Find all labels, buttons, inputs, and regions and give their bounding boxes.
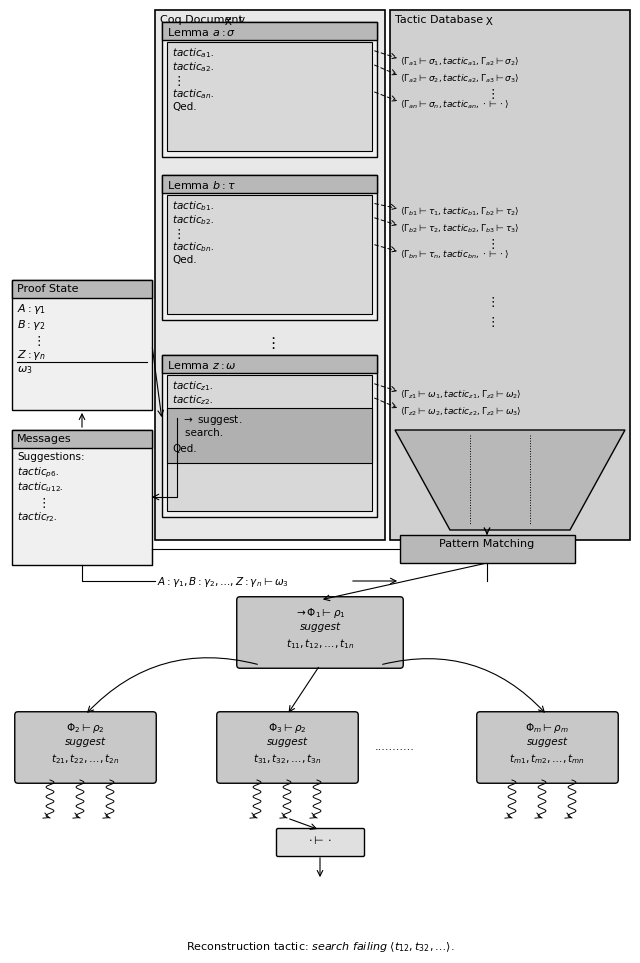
Text: Proof State: Proof State — [17, 284, 79, 294]
Text: $\cdot\vdash\cdot$: $\cdot\vdash\cdot$ — [308, 834, 332, 846]
Text: Tactic Database: Tactic Database — [395, 15, 486, 25]
Text: $B:\gamma_2$: $B:\gamma_2$ — [17, 318, 45, 332]
FancyBboxPatch shape — [237, 597, 403, 668]
Text: $\rightarrow$ suggest.: $\rightarrow$ suggest. — [181, 413, 243, 427]
Text: Messages: Messages — [17, 434, 72, 444]
Text: $\vdots$: $\vdots$ — [37, 496, 46, 510]
Text: $t_{31},t_{32},\ldots,t_{3n}$: $t_{31},t_{32},\ldots,t_{3n}$ — [253, 752, 321, 766]
Text: $Z:\gamma_n$: $Z:\gamma_n$ — [17, 348, 46, 362]
FancyBboxPatch shape — [155, 10, 385, 540]
FancyBboxPatch shape — [12, 430, 152, 565]
FancyBboxPatch shape — [276, 828, 365, 856]
Text: $tactic_{an}$.: $tactic_{an}$. — [172, 87, 214, 101]
Text: $\omega_3$: $\omega_3$ — [17, 364, 33, 376]
Text: .v: .v — [236, 15, 246, 25]
FancyBboxPatch shape — [167, 195, 372, 314]
Text: $A:\gamma_1, B:\gamma_2, \ldots, Z:\gamma_n \vdash \omega_3$: $A:\gamma_1, B:\gamma_2, \ldots, Z:\gamm… — [157, 575, 289, 589]
Text: $tactic_{f2}$.: $tactic_{f2}$. — [17, 510, 57, 524]
Text: suggest: suggest — [300, 622, 340, 632]
Text: $t_{m1},t_{m2},\ldots,t_{mn}$: $t_{m1},t_{m2},\ldots,t_{mn}$ — [509, 752, 585, 766]
FancyBboxPatch shape — [12, 430, 152, 448]
Text: Qed.: Qed. — [172, 444, 196, 454]
Text: $\mathtt{X}$: $\mathtt{X}$ — [224, 15, 232, 27]
FancyBboxPatch shape — [390, 10, 630, 540]
Text: $tactic_{a1}$.: $tactic_{a1}$. — [172, 46, 214, 60]
FancyBboxPatch shape — [167, 408, 372, 463]
FancyBboxPatch shape — [162, 22, 377, 40]
Text: $\vdots$: $\vdots$ — [486, 87, 495, 101]
Text: suggest: suggest — [527, 737, 568, 747]
Text: $t_{21},t_{22},\ldots,t_{2n}$: $t_{21},t_{22},\ldots,t_{2n}$ — [51, 752, 119, 766]
FancyBboxPatch shape — [12, 280, 152, 298]
FancyBboxPatch shape — [167, 375, 372, 511]
Text: Pattern Matching: Pattern Matching — [440, 539, 534, 549]
Text: Qed.: Qed. — [172, 255, 196, 265]
Text: Reconstruction tactic: $\it{search\ failing}$ $\langle t_{12},t_{32},\ldots\rang: Reconstruction tactic: $\it{search\ fail… — [186, 940, 454, 954]
Text: Suggestions:: Suggestions: — [17, 452, 84, 462]
Text: $\langle \Gamma_{b1} \vdash \tau_1, tactic_{b1}, \Gamma_{b2} \vdash \tau_2 \rang: $\langle \Gamma_{b1} \vdash \tau_1, tact… — [400, 205, 520, 217]
FancyBboxPatch shape — [217, 712, 358, 783]
Text: $\mathtt{X}$: $\mathtt{X}$ — [485, 15, 493, 27]
Text: $\vdots$: $\vdots$ — [486, 315, 495, 329]
Text: ...........: ........... — [375, 742, 415, 752]
Text: Qed.: Qed. — [172, 102, 196, 112]
Polygon shape — [395, 430, 625, 530]
Text: $tactic_{u12}$.: $tactic_{u12}$. — [17, 480, 64, 494]
FancyBboxPatch shape — [477, 712, 618, 783]
Text: $\Phi_m\vdash\rho_m$: $\Phi_m\vdash\rho_m$ — [525, 721, 569, 735]
Text: $tactic_{z1}$.: $tactic_{z1}$. — [172, 379, 213, 393]
Text: Lemma $a:\sigma$: Lemma $a:\sigma$ — [167, 26, 236, 38]
Text: $\vdots$: $\vdots$ — [32, 334, 41, 348]
Text: suggest: suggest — [65, 737, 106, 747]
FancyBboxPatch shape — [162, 175, 377, 193]
Text: $\langle \Gamma_{b2} \vdash \tau_2, tactic_{b2}, \Gamma_{b3} \vdash \tau_3 \rang: $\langle \Gamma_{b2} \vdash \tau_2, tact… — [400, 222, 520, 234]
Text: $t_{11},t_{12},\ldots,t_{1n}$: $t_{11},t_{12},\ldots,t_{1n}$ — [286, 637, 354, 651]
FancyBboxPatch shape — [12, 280, 152, 410]
Text: $\vdots$: $\vdots$ — [265, 335, 275, 351]
Text: $\langle \Gamma_{an} \vdash \sigma_n, tactic_{an}, \cdot \vdash \cdot \rangle$: $\langle \Gamma_{an} \vdash \sigma_n, ta… — [400, 98, 509, 110]
Text: $tactic_{z2}$.: $tactic_{z2}$. — [172, 393, 213, 406]
Text: $\vdots$: $\vdots$ — [486, 295, 495, 309]
Text: $\Phi_2\vdash\rho_2$: $\Phi_2\vdash\rho_2$ — [66, 721, 104, 735]
FancyBboxPatch shape — [162, 175, 377, 320]
Text: $\vdots$: $\vdots$ — [172, 74, 181, 88]
Text: $\rightarrow\Phi_1\vdash\rho_1$: $\rightarrow\Phi_1\vdash\rho_1$ — [294, 606, 346, 620]
Text: search.: search. — [172, 428, 223, 438]
FancyBboxPatch shape — [15, 712, 156, 783]
FancyBboxPatch shape — [400, 535, 575, 563]
Text: $tactic_{a2}$.: $tactic_{a2}$. — [172, 60, 214, 74]
Text: $tactic_{bn}$.: $tactic_{bn}$. — [172, 240, 214, 254]
Text: $\vdots$: $\vdots$ — [486, 237, 495, 251]
Text: Lemma $z:\omega$: Lemma $z:\omega$ — [167, 359, 237, 371]
FancyBboxPatch shape — [167, 42, 372, 151]
Text: $\langle \Gamma_{z1} \vdash \omega_1, tactic_{z1}, \Gamma_{z2} \vdash \omega_2 \: $\langle \Gamma_{z1} \vdash \omega_1, ta… — [400, 388, 522, 400]
Text: $\vdots$: $\vdots$ — [172, 227, 181, 241]
Text: $\langle \Gamma_{z2} \vdash \omega_2, tactic_{z2}, \Gamma_{z2} \vdash \omega_3 \: $\langle \Gamma_{z2} \vdash \omega_2, ta… — [400, 405, 522, 417]
Text: Lemma $b:\tau$: Lemma $b:\tau$ — [167, 179, 236, 191]
Text: $\Phi_3\vdash\rho_2$: $\Phi_3\vdash\rho_2$ — [268, 721, 307, 735]
Text: $tactic_{b1}$.: $tactic_{b1}$. — [172, 199, 214, 213]
Text: $tactic_{p6}$.: $tactic_{p6}$. — [17, 466, 60, 481]
Text: suggest: suggest — [266, 737, 308, 747]
FancyBboxPatch shape — [162, 22, 377, 157]
Text: $A:\gamma_1$: $A:\gamma_1$ — [17, 302, 46, 316]
FancyBboxPatch shape — [162, 355, 377, 373]
Text: $\langle \Gamma_{a2} \vdash \sigma_2, tactic_{a2}, \Gamma_{a3} \vdash \sigma_3 \: $\langle \Gamma_{a2} \vdash \sigma_2, ta… — [400, 72, 520, 84]
FancyBboxPatch shape — [162, 355, 377, 517]
Text: $\langle \Gamma_{a1} \vdash \sigma_1, tactic_{a1}, \Gamma_{a2} \vdash \sigma_2 \: $\langle \Gamma_{a1} \vdash \sigma_1, ta… — [400, 55, 520, 67]
Text: $tactic_{b2}$.: $tactic_{b2}$. — [172, 213, 214, 227]
Text: Coq Document: Coq Document — [160, 15, 246, 25]
Text: $\langle \Gamma_{bn} \vdash \tau_n, tactic_{bn}, \cdot \vdash \cdot \rangle$: $\langle \Gamma_{bn} \vdash \tau_n, tact… — [400, 248, 509, 260]
